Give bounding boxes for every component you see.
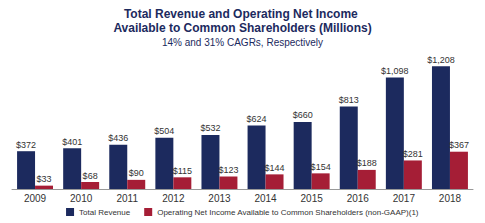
svg-text:$115: $115 <box>173 166 192 176</box>
svg-text:Total Revenue: Total Revenue <box>79 208 131 217</box>
svg-text:$532: $532 <box>200 123 220 133</box>
svg-text:$372: $372 <box>16 140 36 150</box>
svg-text:2010: 2010 <box>70 193 93 204</box>
svg-text:$154: $154 <box>311 162 331 172</box>
svg-text:$401: $401 <box>62 137 82 147</box>
svg-text:$367: $367 <box>449 140 469 150</box>
svg-text:Operating Net Income Available: Operating Net Income Available to Common… <box>157 208 419 217</box>
svg-text:14% and 31% CAGRs, Respectivel: 14% and 31% CAGRs, Respectively <box>162 37 323 48</box>
svg-text:Total Revenue and Operating Ne: Total Revenue and Operating Net Income <box>124 7 361 21</box>
svg-text:2012: 2012 <box>162 193 185 204</box>
svg-text:2017: 2017 <box>393 193 416 204</box>
svg-text:$624: $624 <box>247 114 267 124</box>
svg-text:$188: $188 <box>357 158 377 168</box>
svg-text:$33: $33 <box>37 174 52 184</box>
svg-text:$1,208: $1,208 <box>427 55 455 65</box>
svg-text:2016: 2016 <box>347 193 370 204</box>
svg-text:2011: 2011 <box>116 193 138 204</box>
svg-text:$1,098: $1,098 <box>381 66 409 76</box>
svg-text:2018: 2018 <box>439 193 462 204</box>
svg-text:$504: $504 <box>154 126 174 136</box>
svg-text:2013: 2013 <box>208 193 231 204</box>
svg-text:$144: $144 <box>265 163 285 173</box>
svg-text:$436: $436 <box>108 133 128 143</box>
svg-text:2015: 2015 <box>301 193 324 204</box>
svg-text:$281: $281 <box>403 149 423 159</box>
svg-text:$68: $68 <box>83 171 98 181</box>
svg-text:2009: 2009 <box>24 193 47 204</box>
svg-text:$90: $90 <box>129 168 144 178</box>
svg-text:$660: $660 <box>293 110 313 120</box>
svg-text:$813: $813 <box>339 95 359 105</box>
svg-text:Available to Common Shareholde: Available to Common Shareholders (Millio… <box>113 21 371 35</box>
svg-text:2014: 2014 <box>254 193 277 204</box>
svg-text:$123: $123 <box>218 165 238 175</box>
